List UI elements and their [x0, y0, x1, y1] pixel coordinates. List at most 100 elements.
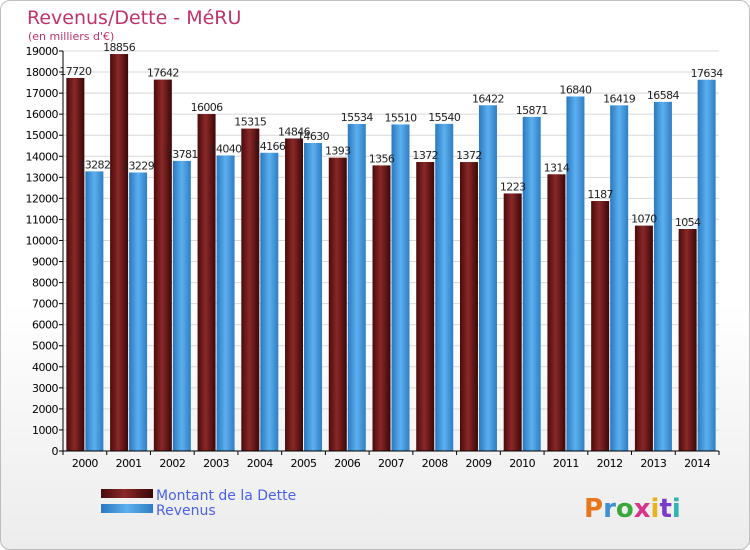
bar-revenus-2000	[85, 171, 104, 451]
logo-letter: r	[603, 494, 616, 524]
value-label-dette-2012: 1187	[587, 188, 613, 201]
bar-revenus-2006	[347, 123, 366, 452]
proxiti-logo: Proxiti	[584, 494, 681, 524]
y-tick-label: 1000	[32, 424, 58, 437]
bar-dette-2014	[678, 229, 697, 451]
y-tick-label: 19000	[26, 45, 59, 58]
bar-dette-2011	[547, 174, 566, 451]
y-tick-label: 14000	[26, 150, 59, 163]
bar-revenus-2007	[391, 124, 410, 451]
value-label-dette-2002: 17642	[147, 67, 179, 80]
y-tick-label: 16000	[26, 108, 59, 121]
y-tick-label: 10000	[26, 234, 59, 247]
y-tick-label: 15000	[26, 129, 59, 142]
y-tick-label: 4000	[32, 361, 58, 374]
value-label-revenus-2013: 16584	[647, 89, 680, 102]
value-label-dette-2013: 1070	[631, 213, 657, 226]
bar-revenus-2013	[653, 101, 672, 451]
y-tick-label: 8000	[32, 277, 58, 290]
bar-revenus-2010	[522, 116, 541, 451]
y-tick-label: 17000	[26, 87, 59, 100]
x-tick-label: 2007	[378, 457, 404, 470]
legend-label-dette: Montant de la Dette	[156, 488, 296, 504]
x-tick-label: 2002	[159, 457, 185, 470]
value-label-dette-2009: 1372	[456, 149, 482, 162]
y-tick-label: 3000	[32, 382, 58, 395]
y-tick-label: 13000	[26, 171, 59, 184]
bar-dette-2006	[328, 157, 347, 451]
value-label-dette-2008: 1372	[412, 149, 438, 162]
logo-letter: P	[584, 494, 603, 524]
bar-dette-2013	[634, 225, 653, 451]
x-tick-label: 2006	[334, 457, 360, 470]
bar-revenus-2005	[304, 143, 323, 451]
value-label-dette-2004: 15315	[234, 116, 267, 129]
value-labels: 17720 13282 18856 13229 17642 13781 16006 14040…	[59, 41, 723, 229]
x-tick-label: 2003	[203, 457, 229, 470]
bar-dette-2008	[416, 162, 435, 451]
bar-dette-2003	[197, 114, 216, 451]
value-label-dette-2011: 1314	[544, 161, 570, 174]
x-tick-label: 2010	[509, 457, 535, 470]
bar-group	[66, 54, 716, 452]
logo-letter: i	[651, 494, 660, 524]
bar-dette-2009	[459, 162, 478, 452]
x-tick-label: 2012	[597, 457, 623, 470]
value-label-revenus-2005: 14630	[297, 130, 330, 143]
y-tick-label: 0	[52, 445, 59, 458]
grid-lines	[63, 50, 719, 452]
bar-dette-2010	[503, 193, 522, 451]
y-tick-label: 12000	[26, 192, 59, 205]
value-label-revenus-2009: 16422	[472, 92, 504, 105]
x-tick-label: 2011	[553, 457, 579, 470]
value-label-dette-2010: 1223	[500, 180, 526, 193]
bar-revenus-2008	[435, 123, 454, 451]
bar-revenus-2002	[172, 160, 191, 451]
value-label-dette-2005: 14846	[278, 125, 311, 138]
bar-revenus-2003	[216, 155, 235, 451]
x-tick-label: 2014	[684, 457, 710, 470]
value-label-revenus-2000: 13282	[78, 158, 110, 171]
x-tick-label: 2008	[422, 457, 448, 470]
legend: Montant de la Dette Revenus	[101, 488, 296, 519]
bar-dette-2004	[241, 128, 260, 451]
bar-revenus-2009	[478, 105, 497, 451]
logo-letter: o	[616, 494, 634, 524]
bar-revenus-2012	[610, 105, 629, 451]
chart-subtitle: (en milliers d'€)	[28, 30, 114, 43]
value-label-revenus-2003: 14040	[210, 142, 243, 155]
logo-letter: i	[672, 494, 681, 524]
value-label-revenus-2001: 13229	[122, 159, 155, 172]
value-label-dette-2003: 16006	[191, 101, 224, 114]
value-label-dette-2014: 1054	[675, 216, 701, 229]
y-tick-label: 5000	[32, 340, 58, 353]
value-label-dette-2001: 18856	[103, 41, 136, 54]
y-tick-label: 18000	[26, 66, 59, 79]
bar-revenus-2001	[129, 172, 148, 451]
legend-swatch-dette	[101, 489, 153, 498]
x-axis-ticks: 2000 2001 2002 2003 2004 2005 2006 2007 2008 2009…	[62, 451, 720, 470]
logo-letter: t	[659, 494, 671, 524]
value-label-revenus-2012: 16419	[603, 92, 636, 105]
bar-dette-2012	[591, 201, 610, 451]
x-tick-label: 2009	[465, 457, 491, 470]
logo-letter: x	[634, 494, 651, 524]
x-tick-label: 2013	[640, 457, 666, 470]
value-label-dette-2000: 17720	[59, 65, 92, 78]
bar-revenus-2014	[697, 79, 716, 451]
bar-revenus-2004	[260, 152, 279, 451]
value-label-revenus-2008: 15540	[428, 111, 461, 124]
bar-dette-2007	[372, 165, 391, 451]
y-tick-label: 6000	[32, 319, 58, 332]
value-label-revenus-2011: 16840	[559, 83, 592, 96]
value-label-revenus-2014: 17634	[691, 67, 724, 80]
y-tick-label: 7000	[32, 298, 58, 311]
y-tick-label: 9000	[32, 256, 58, 269]
bar-dette-2002	[153, 79, 172, 451]
legend-swatch-revenus	[101, 504, 153, 513]
x-tick-label: 2004	[247, 457, 273, 470]
y-tick-label: 11000	[26, 213, 59, 226]
legend-label-revenus: Revenus	[156, 503, 216, 519]
